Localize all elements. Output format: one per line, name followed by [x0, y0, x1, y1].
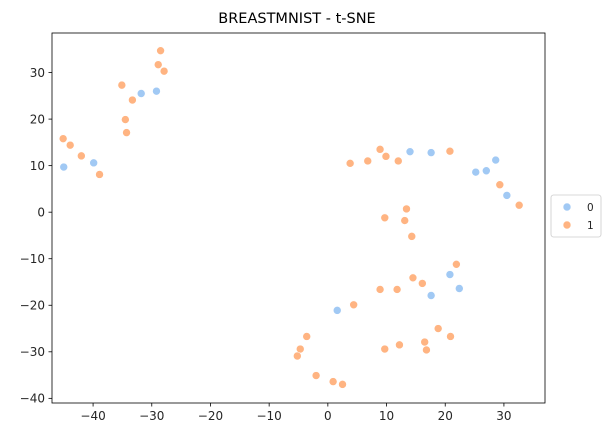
data-point: [514, 200, 524, 210]
x-tick-label: −10: [256, 409, 281, 423]
data-point: [156, 46, 165, 55]
x-tick-label: −40: [80, 409, 105, 423]
chart-title: BREASTMNIST - t-SNE: [218, 11, 375, 27]
data-point: [293, 351, 302, 361]
x-tick-label: 20: [438, 409, 453, 423]
data-point: [328, 377, 338, 386]
data-point: [420, 337, 429, 347]
data-point: [338, 380, 347, 389]
data-point: [122, 128, 131, 137]
data-point: [65, 140, 75, 150]
y-tick-label: −40: [20, 392, 45, 406]
data-point: [482, 166, 491, 176]
y-tick-label: 0: [37, 205, 45, 219]
legend: 01: [550, 194, 602, 238]
y-tick-label: −10: [20, 252, 45, 266]
legend-marker: [562, 220, 572, 230]
data-point: [349, 300, 358, 310]
y-tick-label: 20: [30, 112, 45, 126]
y-tick-label: −20: [20, 299, 45, 313]
data-point: [495, 180, 505, 190]
data-point: [128, 95, 137, 105]
data-point: [59, 162, 69, 172]
data-point: [426, 291, 436, 300]
series-0: [59, 86, 512, 315]
data-point: [136, 89, 146, 98]
data-point: [380, 344, 390, 354]
data-point: [422, 345, 431, 355]
x-tick-label: −30: [139, 409, 164, 423]
y-tick-label: −30: [20, 345, 45, 359]
data-point: [400, 216, 410, 225]
y-tick-label: 10: [30, 159, 45, 173]
legend-marker: [562, 202, 572, 212]
y-axis: −40 −30 −20 −10 0 10 20 30: [20, 66, 52, 406]
legend-label: 0: [587, 202, 594, 214]
data-point: [121, 115, 130, 124]
data-point: [117, 80, 127, 90]
data-point: [375, 285, 385, 294]
data-point: [445, 146, 455, 156]
x-tick-label: 0: [324, 409, 332, 423]
data-point: [77, 151, 86, 161]
data-point: [392, 285, 402, 294]
data-point: [445, 270, 455, 279]
data-point: [345, 159, 355, 168]
data-point: [363, 156, 373, 166]
data-point: [375, 145, 385, 154]
data-point: [153, 60, 163, 69]
data-point: [311, 371, 321, 380]
y-tick-label: 30: [30, 66, 45, 80]
data-point: [452, 260, 461, 269]
data-point: [407, 232, 417, 241]
data-point: [95, 170, 104, 179]
plot-frame: [51, 32, 546, 404]
data-point: [302, 332, 312, 341]
data-point: [446, 332, 455, 341]
data-point: [433, 324, 443, 333]
data-point: [418, 279, 427, 288]
x-tick-label: 10: [379, 409, 394, 423]
data-point: [393, 156, 403, 166]
data-point: [152, 86, 161, 96]
data-point: [58, 134, 68, 143]
data-point: [471, 167, 481, 177]
data-point: [426, 148, 436, 157]
x-axis: −40 −30 −20 −10 0 10 20 30: [80, 403, 512, 423]
plot-area: [51, 32, 546, 404]
x-tick-label: −20: [198, 409, 223, 423]
x-tick-label: 30: [496, 409, 511, 423]
data-point: [502, 191, 512, 200]
series-1: [58, 46, 524, 389]
points-layer: [58, 46, 524, 389]
legend-label: 1: [587, 220, 594, 232]
data-point: [491, 155, 501, 165]
data-point: [395, 340, 404, 350]
data-point: [455, 284, 464, 293]
data-point: [332, 306, 342, 315]
data-point: [405, 147, 415, 156]
data-point: [381, 152, 391, 161]
data-point: [159, 66, 169, 76]
data-point: [402, 204, 411, 214]
data-point: [89, 158, 98, 168]
data-point: [408, 273, 418, 283]
data-point: [380, 213, 390, 223]
